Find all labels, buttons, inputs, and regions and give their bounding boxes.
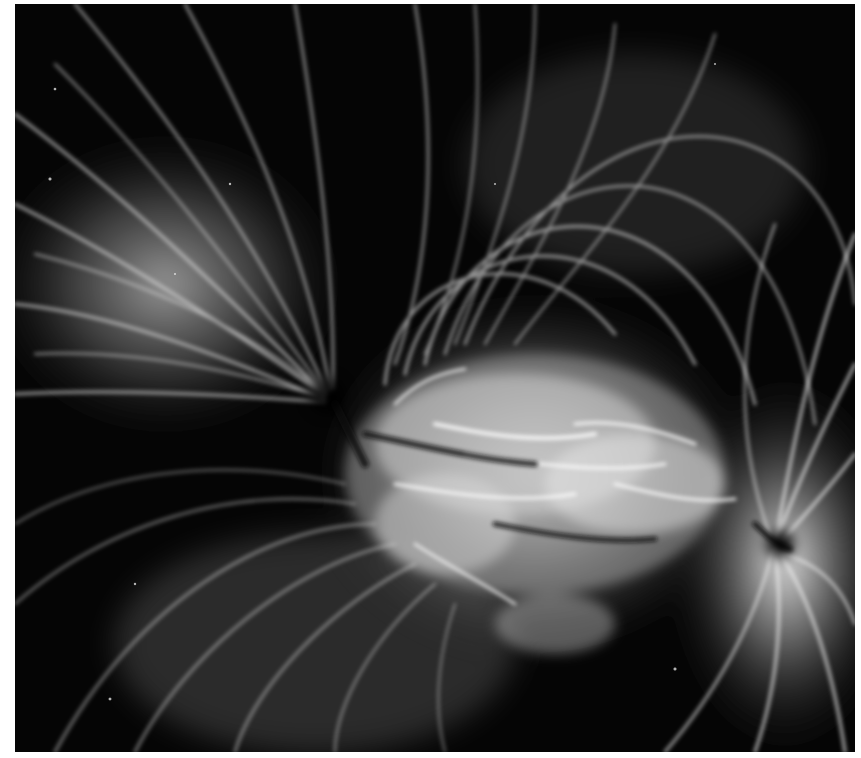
corona-drawing — [15, 4, 855, 752]
lower-left-loops — [15, 468, 456, 752]
left-loop-fan — [15, 4, 335, 404]
active-region-core — [345, 354, 725, 654]
bright-streaks — [393, 367, 737, 606]
right-loop-fan — [663, 223, 855, 752]
central-arches — [383, 4, 855, 426]
footpoints — [309, 378, 794, 558]
solar-corona-image — [15, 4, 855, 752]
specks — [48, 63, 716, 701]
